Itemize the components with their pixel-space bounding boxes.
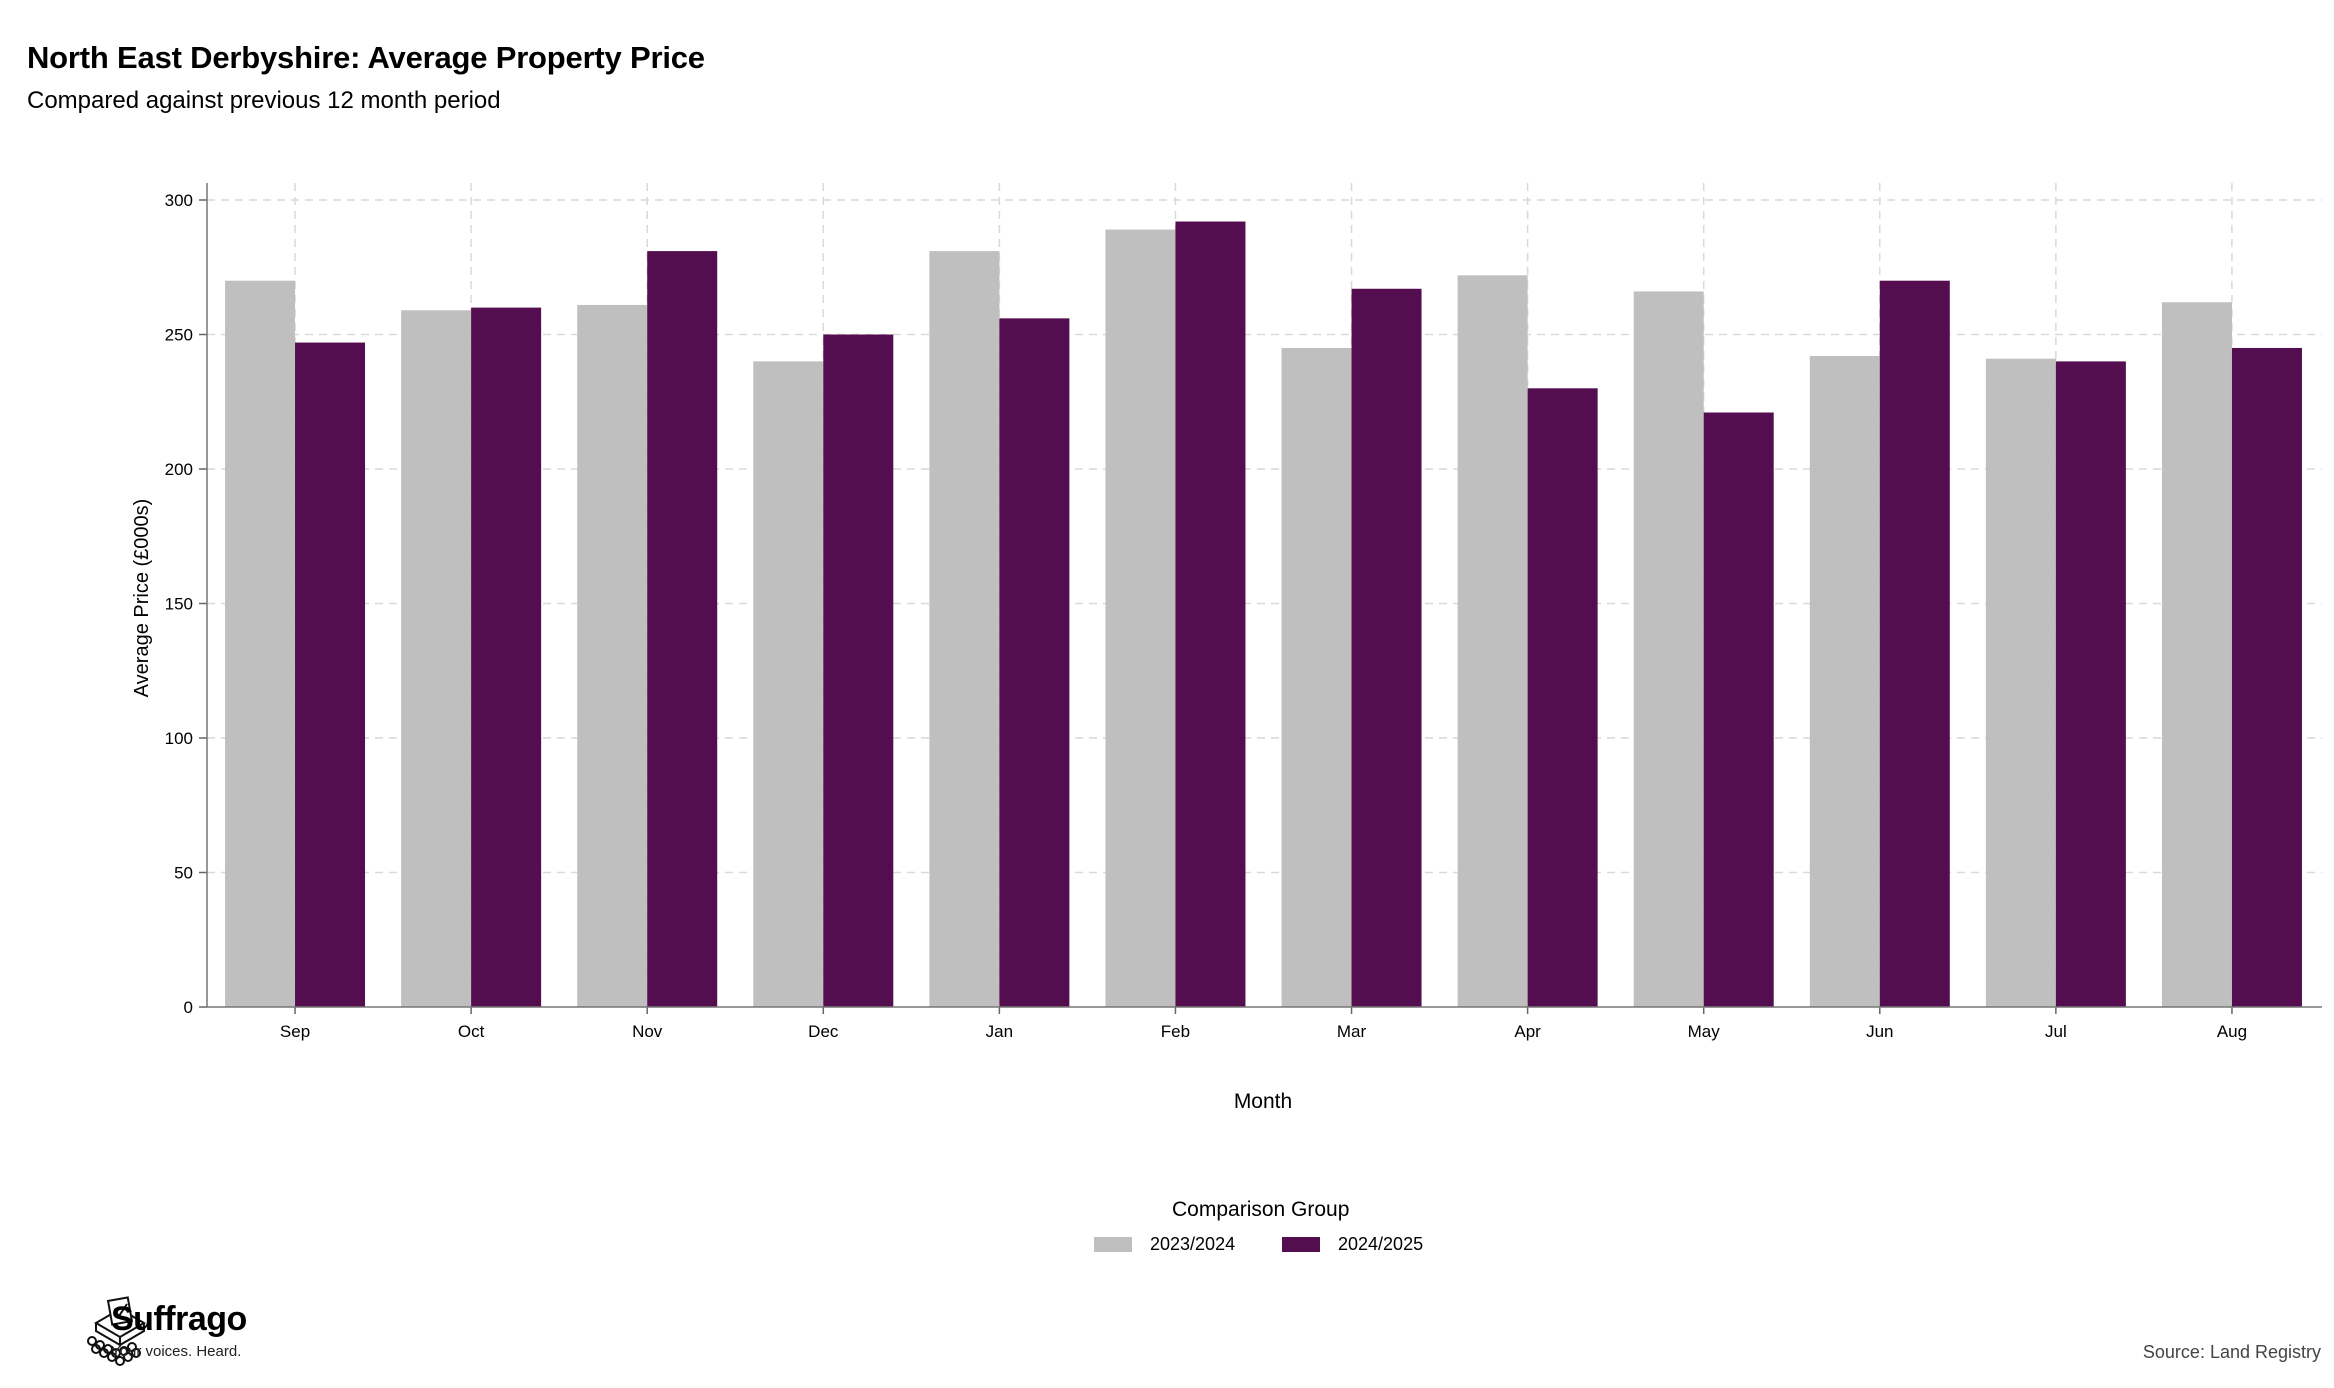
bar-2024-2025-jun xyxy=(1879,280,1950,1007)
legend-label-2023-2024: 2023/2024 xyxy=(1150,1234,1236,1254)
bar-2024-2025-sep xyxy=(295,342,366,1007)
y-tick-label: 100 xyxy=(165,729,193,748)
bar-chart: 0 50 100 150 200 250 300 Sep Oct Nov Dec Jan Feb Mar A… xyxy=(131,183,2322,1113)
y-tick-label: 300 xyxy=(165,191,193,210)
x-tick-label: Mar xyxy=(1337,1022,1367,1041)
bar-2024-2025-nov xyxy=(647,251,718,1008)
bars xyxy=(225,221,2302,1008)
bar-2023-2024-aug xyxy=(2161,302,2232,1008)
bar-2024-2025-jan xyxy=(999,318,1070,1007)
bar-2023-2024-jun xyxy=(1809,356,1880,1007)
legend-item-2023-2024: 2023/2024 xyxy=(1094,1234,1235,1255)
x-tick-label: Aug xyxy=(2217,1022,2247,1041)
axes: 0 50 100 150 200 250 300 Sep Oct Nov Dec Jan Feb Mar A… xyxy=(165,183,2322,1041)
bar-2023-2024-apr xyxy=(1457,275,1528,1007)
y-tick-label: 50 xyxy=(174,864,193,883)
y-axis-label: Average Price (£000s) xyxy=(131,499,153,698)
x-tick-label: Jul xyxy=(2045,1022,2067,1041)
bar-2024-2025-mar xyxy=(1351,288,1422,1007)
x-axis-label: Month xyxy=(1234,1090,1292,1113)
bar-2023-2024-may xyxy=(1633,291,1704,1008)
legend-swatch-2023-2024 xyxy=(1094,1237,1132,1252)
chart-title: North East Derbyshire: Average Property … xyxy=(27,40,705,75)
bar-2024-2025-jul xyxy=(2055,361,2126,1007)
chart-subtitle: Compared against previous 12 month perio… xyxy=(27,87,501,114)
bar-2024-2025-oct xyxy=(471,307,542,1008)
bar-2024-2025-apr xyxy=(1527,388,1598,1007)
brand-name: Suffrago xyxy=(111,1300,247,1338)
bar-2023-2024-mar xyxy=(1281,347,1352,1007)
bar-2024-2025-dec xyxy=(823,334,894,1007)
bar-2023-2024-oct xyxy=(401,310,472,1007)
legend-title: Comparison Group xyxy=(1172,1198,1350,1221)
x-tick-label: Jun xyxy=(1866,1022,1893,1041)
x-tick-label: May xyxy=(1688,1022,1721,1041)
x-tick-label: Sep xyxy=(280,1022,310,1041)
legend-label-2024-2025: 2024/2025 xyxy=(1338,1234,1424,1254)
bar-2023-2024-nov xyxy=(577,304,648,1007)
source-note: Source: Land Registry xyxy=(2142,1342,2321,1362)
y-tick-label: 250 xyxy=(165,326,193,345)
bar-2023-2024-dec xyxy=(753,361,824,1007)
x-tick-label: Apr xyxy=(1514,1022,1541,1041)
legend-item-2024-2025: 2024/2025 xyxy=(1282,1234,1423,1255)
x-tick-label: Jan xyxy=(986,1022,1013,1041)
y-tick-label: 0 xyxy=(184,998,193,1017)
x-tick-label: Oct xyxy=(458,1022,485,1041)
bar-2023-2024-feb xyxy=(1105,229,1176,1008)
x-tick-label: Nov xyxy=(632,1022,663,1041)
bar-2024-2025-feb xyxy=(1175,221,1246,1007)
ballot-box-logo-icon xyxy=(87,1296,146,1366)
y-tick-label: 150 xyxy=(165,595,193,614)
bar-2023-2024-jan xyxy=(929,251,1000,1008)
y-tick-label: 200 xyxy=(165,460,193,479)
x-tick-label: Dec xyxy=(808,1022,839,1041)
legend-swatch-2024-2025 xyxy=(1282,1237,1320,1252)
x-tick-label: Feb xyxy=(1161,1022,1190,1041)
brand-tagline: Your voices. Heard. xyxy=(111,1343,242,1360)
bar-2023-2024-jul xyxy=(1985,358,2056,1008)
bar-2024-2025-aug xyxy=(2231,347,2302,1007)
bar-2024-2025-may xyxy=(1703,412,1774,1007)
bar-2023-2024-sep xyxy=(225,280,296,1007)
